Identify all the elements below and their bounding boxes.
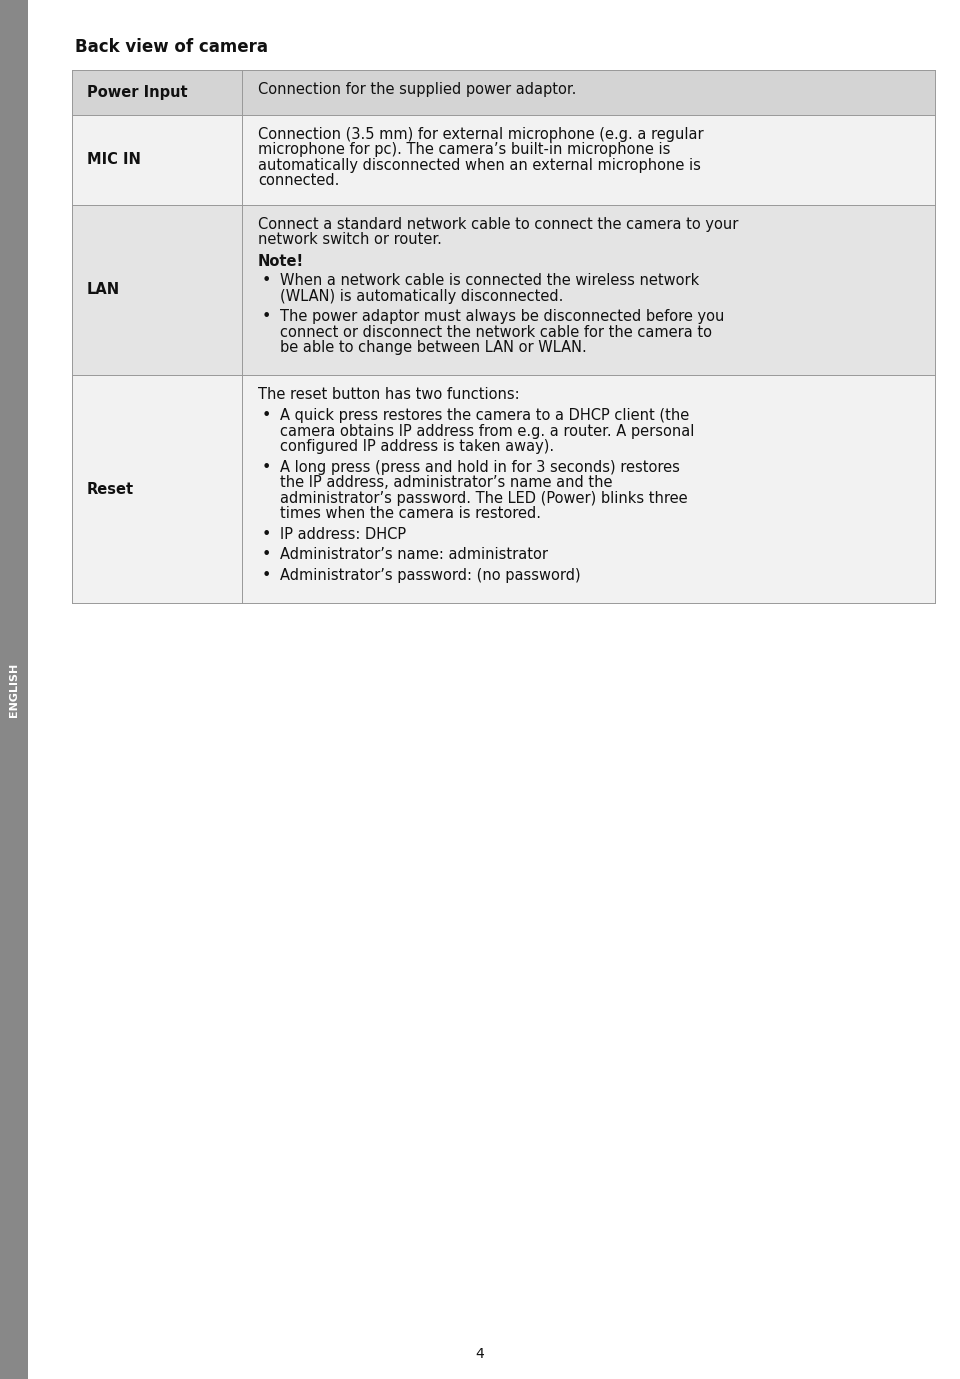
Text: •: • xyxy=(262,273,272,288)
Text: Power Input: Power Input xyxy=(87,85,187,101)
Text: The power adaptor must always be disconnected before you: The power adaptor must always be disconn… xyxy=(280,309,725,324)
Text: connect or disconnect the network cable for the camera to: connect or disconnect the network cable … xyxy=(280,325,712,341)
Text: automatically disconnected when an external microphone is: automatically disconnected when an exter… xyxy=(258,159,701,172)
Bar xyxy=(72,375,935,604)
Text: When a network cable is connected the wireless network: When a network cable is connected the wi… xyxy=(280,273,699,288)
Text: LAN: LAN xyxy=(87,283,120,298)
Text: •: • xyxy=(262,408,272,423)
Bar xyxy=(72,70,935,114)
Text: IP address: DHCP: IP address: DHCP xyxy=(280,527,406,542)
Text: MIC IN: MIC IN xyxy=(87,153,141,167)
Text: A long press (press and hold in for 3 seconds) restores: A long press (press and hold in for 3 se… xyxy=(280,461,680,474)
Text: network switch or router.: network switch or router. xyxy=(258,233,442,247)
Bar xyxy=(0,0,28,1379)
Text: Administrator’s name: administrator: Administrator’s name: administrator xyxy=(280,547,548,563)
Text: administrator’s password. The LED (Power) blinks three: administrator’s password. The LED (Power… xyxy=(280,491,687,506)
Text: connected.: connected. xyxy=(258,174,340,189)
Bar xyxy=(72,114,935,205)
Text: The reset button has two functions:: The reset button has two functions: xyxy=(258,387,519,403)
Bar xyxy=(72,205,935,375)
Text: Reset: Reset xyxy=(87,481,134,496)
Text: Note!: Note! xyxy=(258,254,304,269)
Text: •: • xyxy=(262,461,272,474)
Text: Connect a standard network cable to connect the camera to your: Connect a standard network cable to conn… xyxy=(258,217,738,232)
Text: Back view of camera: Back view of camera xyxy=(75,39,268,57)
Text: •: • xyxy=(262,547,272,563)
Text: Administrator’s password: (no password): Administrator’s password: (no password) xyxy=(280,568,581,583)
Text: A quick press restores the camera to a DHCP client (the: A quick press restores the camera to a D… xyxy=(280,408,689,423)
Text: •: • xyxy=(262,527,272,542)
Text: configured IP address is taken away).: configured IP address is taken away). xyxy=(280,440,554,455)
Text: times when the camera is restored.: times when the camera is restored. xyxy=(280,506,541,521)
Text: the IP address, administrator’s name and the: the IP address, administrator’s name and… xyxy=(280,476,612,491)
Text: ENGLISH: ENGLISH xyxy=(9,662,19,717)
Text: microphone for pc). The camera’s built-in microphone is: microphone for pc). The camera’s built-i… xyxy=(258,142,670,157)
Text: be able to change between LAN or WLAN.: be able to change between LAN or WLAN. xyxy=(280,341,587,356)
Text: Connection for the supplied power adaptor.: Connection for the supplied power adapto… xyxy=(258,81,576,97)
Text: camera obtains IP address from e.g. a router. A personal: camera obtains IP address from e.g. a ro… xyxy=(280,423,694,439)
Text: 4: 4 xyxy=(475,1347,485,1361)
Text: •: • xyxy=(262,309,272,324)
Text: •: • xyxy=(262,568,272,583)
Text: Connection (3.5 mm) for external microphone (e.g. a regular: Connection (3.5 mm) for external microph… xyxy=(258,127,704,142)
Text: (WLAN) is automatically disconnected.: (WLAN) is automatically disconnected. xyxy=(280,290,564,303)
